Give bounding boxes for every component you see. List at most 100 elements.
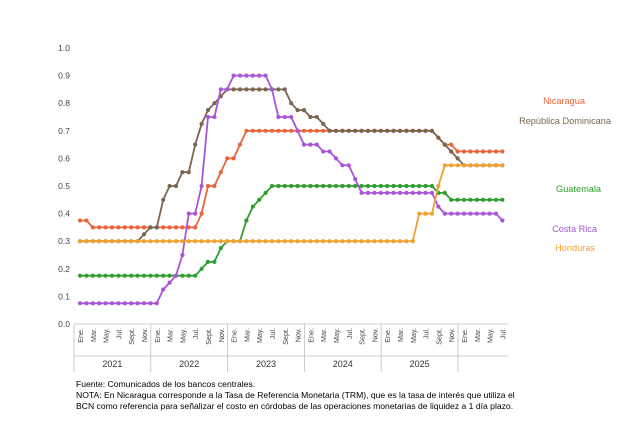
data-point bbox=[333, 156, 339, 161]
data-point bbox=[250, 73, 255, 78]
data-point bbox=[77, 273, 83, 278]
data-point bbox=[186, 273, 191, 278]
data-point bbox=[180, 252, 185, 258]
data-point bbox=[199, 121, 204, 126]
chart-notes: Fuente: Comunicados de los bancos centra… bbox=[76, 379, 516, 424]
data-point bbox=[212, 101, 217, 106]
data-point bbox=[397, 183, 403, 189]
month-label: May. bbox=[332, 328, 341, 343]
data-point bbox=[321, 183, 326, 189]
data-point bbox=[429, 183, 435, 189]
data-point bbox=[391, 128, 396, 133]
data-point bbox=[314, 142, 319, 147]
legend-label: Costa Rica bbox=[552, 224, 598, 234]
data-point bbox=[84, 273, 89, 278]
data-point bbox=[103, 301, 108, 306]
data-point bbox=[333, 239, 339, 244]
month-label: Nov. bbox=[294, 328, 303, 342]
year-label: 2024 bbox=[333, 359, 353, 369]
data-point bbox=[250, 204, 255, 209]
data-point bbox=[455, 211, 460, 216]
data-point bbox=[173, 273, 179, 278]
data-point bbox=[481, 149, 486, 154]
data-point bbox=[148, 273, 153, 278]
data-point bbox=[314, 128, 319, 133]
data-point bbox=[193, 225, 198, 230]
data-point bbox=[122, 225, 127, 230]
data-point bbox=[301, 142, 307, 147]
data-point bbox=[84, 239, 89, 244]
data-point bbox=[378, 239, 383, 244]
data-point bbox=[186, 170, 191, 175]
data-point bbox=[269, 87, 275, 92]
month-label: Ene. bbox=[76, 328, 85, 343]
month-label: Nov. bbox=[217, 328, 226, 342]
data-point bbox=[263, 87, 268, 92]
series-line bbox=[80, 74, 504, 305]
month-label: Jul. bbox=[498, 328, 507, 339]
data-point bbox=[500, 163, 505, 168]
data-point bbox=[468, 211, 473, 216]
month-label: Nov. bbox=[140, 328, 149, 342]
month-label: Mar. bbox=[319, 328, 328, 342]
data-point bbox=[321, 239, 326, 244]
data-point bbox=[461, 211, 467, 216]
y-tick-label: 0.7 bbox=[58, 126, 70, 136]
data-point bbox=[500, 149, 505, 154]
data-point bbox=[340, 239, 345, 244]
data-point bbox=[346, 239, 351, 244]
data-point bbox=[257, 73, 262, 78]
data-point bbox=[487, 149, 492, 154]
data-point bbox=[212, 114, 217, 120]
data-point bbox=[282, 128, 287, 133]
data-point bbox=[449, 163, 454, 168]
data-point bbox=[173, 183, 179, 189]
data-point bbox=[103, 225, 108, 230]
data-point bbox=[474, 197, 479, 202]
data-point bbox=[122, 301, 127, 306]
data-point bbox=[116, 301, 121, 306]
data-point bbox=[314, 183, 319, 189]
data-point bbox=[282, 239, 287, 244]
data-point bbox=[141, 225, 147, 230]
data-point bbox=[141, 239, 147, 244]
series-line bbox=[80, 88, 503, 243]
data-point bbox=[77, 239, 83, 244]
data-point bbox=[474, 163, 479, 168]
data-point bbox=[353, 128, 358, 133]
data-point bbox=[404, 190, 409, 195]
data-point bbox=[173, 225, 179, 230]
data-point bbox=[180, 239, 185, 244]
data-point bbox=[84, 218, 89, 223]
data-point bbox=[321, 149, 326, 154]
data-point bbox=[129, 301, 134, 306]
data-point bbox=[289, 114, 294, 120]
data-point bbox=[154, 225, 159, 230]
data-point bbox=[90, 301, 95, 306]
data-point bbox=[455, 156, 460, 161]
data-point bbox=[372, 239, 377, 244]
data-point bbox=[193, 142, 198, 147]
data-point bbox=[378, 183, 383, 189]
series-line bbox=[80, 185, 503, 277]
month-label: Jul. bbox=[191, 328, 200, 339]
data-point bbox=[218, 246, 223, 251]
month-label: May. bbox=[486, 328, 495, 343]
data-point bbox=[365, 190, 371, 195]
data-point bbox=[90, 239, 95, 244]
data-point bbox=[301, 239, 307, 244]
data-point bbox=[237, 87, 243, 92]
data-point bbox=[180, 170, 185, 175]
data-point bbox=[84, 301, 89, 306]
data-point bbox=[417, 190, 422, 195]
data-point bbox=[244, 87, 249, 92]
data-point bbox=[289, 183, 294, 189]
data-point bbox=[276, 239, 281, 244]
y-tick-label: 0.9 bbox=[58, 71, 70, 81]
data-point bbox=[359, 183, 364, 189]
data-point bbox=[423, 190, 428, 195]
data-point bbox=[449, 149, 454, 154]
data-point bbox=[244, 218, 249, 223]
data-point bbox=[378, 128, 383, 133]
